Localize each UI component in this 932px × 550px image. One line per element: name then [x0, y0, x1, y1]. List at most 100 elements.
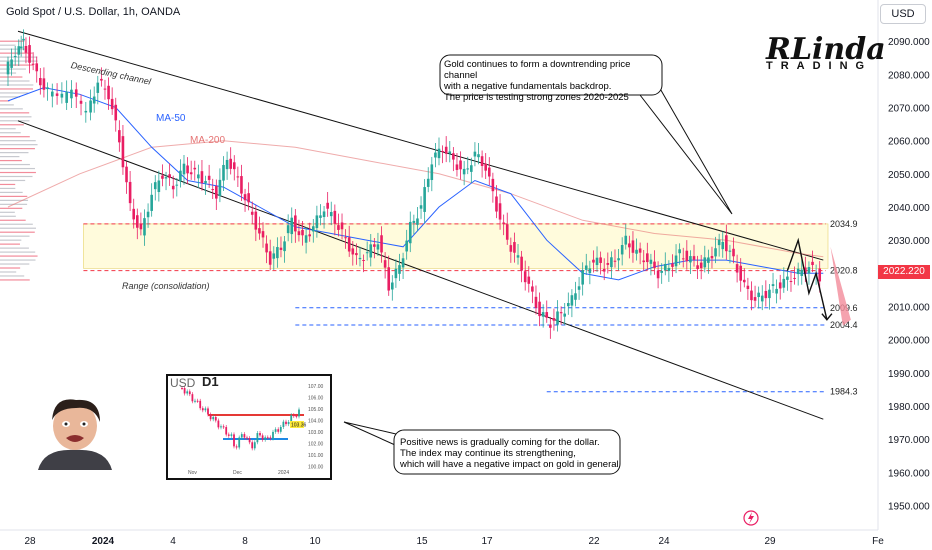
- candle-body: [775, 288, 778, 294]
- inset-candle-body: [298, 409, 300, 417]
- volume-profile-bar: [0, 159, 22, 162]
- candle-body: [592, 259, 595, 263]
- candle-body: [39, 77, 42, 86]
- candle-body: [559, 312, 563, 314]
- candle-body: [757, 292, 760, 298]
- candle-body: [114, 104, 118, 121]
- candle-body: [146, 211, 150, 218]
- candle-body: [225, 159, 229, 170]
- current-price-tag: 2022.220: [878, 265, 930, 279]
- candle-body: [236, 176, 240, 178]
- inset-candle-body: [194, 400, 196, 402]
- x-tick-label: 22: [588, 536, 600, 547]
- y-tick-label: 1960.000: [888, 468, 930, 479]
- volume-profile-bar: [0, 243, 20, 245]
- volume-profile-bar: [0, 64, 34, 66]
- inset-candle-body: [240, 434, 243, 438]
- candle-body: [79, 100, 83, 104]
- inset-candle-body: [292, 415, 295, 417]
- candle-body: [782, 278, 786, 288]
- candle-body: [552, 318, 556, 321]
- candle-body: [333, 210, 337, 224]
- candle-body: [17, 46, 21, 55]
- inset-price-marker: [290, 421, 304, 428]
- candle-body: [65, 91, 68, 103]
- volume-profile-bar: [0, 275, 25, 277]
- candle-body: [297, 231, 301, 236]
- candle-body: [505, 224, 509, 240]
- y-tick-label: 2010.000: [888, 302, 930, 313]
- volume-profile-bar: [0, 48, 25, 50]
- candle-body: [193, 167, 197, 170]
- candle-body: [423, 187, 426, 212]
- candle-body: [523, 271, 527, 283]
- volume-profile-bar: [0, 92, 29, 94]
- candle-body: [818, 268, 822, 282]
- candle-body: [128, 181, 132, 204]
- y-tick-label: 2090.000: [888, 37, 930, 48]
- candle-body: [132, 208, 136, 220]
- volume-profile-bar: [0, 96, 21, 98]
- volume-profile-bar: [0, 84, 34, 86]
- volume-profile-bar: [0, 163, 30, 166]
- candle-body: [118, 130, 121, 143]
- candle-body: [628, 243, 631, 248]
- volume-profile-bar: [0, 112, 30, 114]
- inset-candle-body: [204, 408, 207, 411]
- candle-body: [35, 63, 39, 72]
- inset-y-label: 103.00: [308, 430, 324, 436]
- x-tick-label: 29: [764, 536, 776, 547]
- inset-candle-body: [251, 442, 254, 449]
- candle-body: [229, 158, 232, 169]
- x-tick-label: 17: [481, 536, 493, 547]
- volume-profile-bar: [0, 259, 36, 261]
- volume-profile-bar: [0, 191, 23, 194]
- volume-profile-bar: [0, 124, 24, 126]
- candle-body: [186, 165, 189, 174]
- inset-candle-body: [214, 417, 217, 421]
- candle-body: [175, 184, 179, 186]
- candle-body: [100, 78, 103, 81]
- candle-body: [279, 247, 283, 250]
- candle-body: [89, 100, 92, 113]
- y-tick-label: 2060.000: [888, 137, 930, 148]
- candle-body: [699, 262, 703, 269]
- symbol-title: Gold Spot / U.S. Dollar, 1h, OANDA: [6, 6, 181, 18]
- volume-profile-bar: [0, 40, 25, 42]
- candle-body: [703, 257, 707, 268]
- candle-body: [602, 268, 606, 272]
- inset-candle-body: [238, 437, 241, 448]
- candle-body: [771, 284, 775, 287]
- inset-candle-body: [277, 429, 280, 432]
- inset-candle-body: [196, 400, 199, 402]
- volume-profile-bar: [0, 235, 30, 237]
- inset-candle-body: [269, 437, 272, 439]
- candle-body: [538, 301, 541, 317]
- candle-body: [750, 290, 753, 301]
- candle-body: [642, 260, 646, 263]
- volume-profile-bar: [0, 167, 35, 170]
- lightning-icon: [748, 512, 754, 524]
- inset-candle-body: [279, 426, 282, 432]
- y-tick-label: 2000.000: [888, 336, 930, 347]
- y-tick-label: 2070.000: [888, 104, 930, 115]
- candle-body: [678, 249, 681, 254]
- candle-body: [689, 256, 692, 263]
- candle-body: [610, 257, 613, 268]
- candle-body: [70, 89, 73, 99]
- currency-button[interactable]: USD: [880, 4, 926, 24]
- candle-body: [789, 281, 793, 283]
- volume-profile-bar: [0, 152, 29, 154]
- candle-body: [692, 256, 696, 260]
- candle-body: [329, 212, 333, 217]
- volume-profile-bar: [0, 263, 30, 265]
- candle-body: [567, 303, 570, 307]
- candle-body: [660, 270, 663, 273]
- candle-body: [739, 265, 742, 281]
- candle-body: [599, 257, 602, 263]
- forecast-arrowhead: [821, 313, 833, 321]
- volume-profile-bar: [0, 187, 16, 190]
- inset-candle-body: [191, 394, 194, 402]
